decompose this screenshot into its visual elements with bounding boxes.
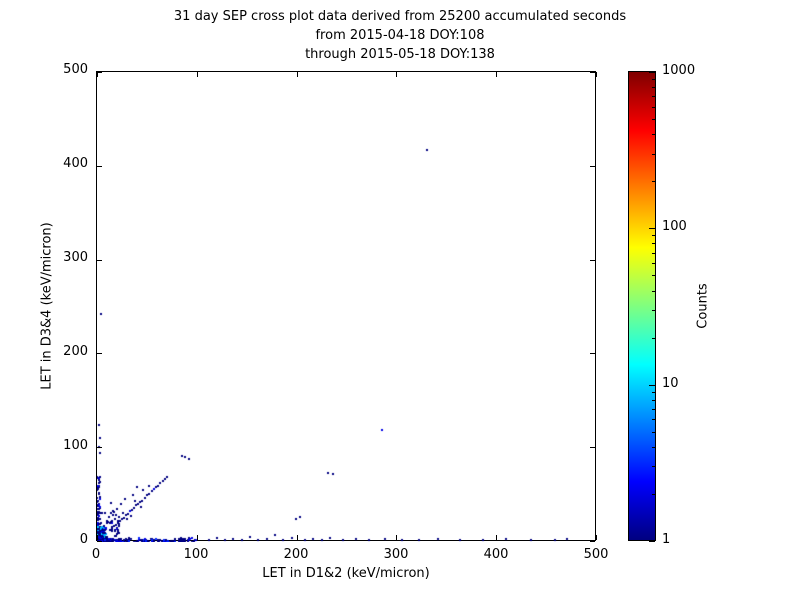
x-axis-label: LET in D1&2 (keV/micron) — [262, 566, 430, 581]
colorbar-minor-tick-mark — [652, 253, 655, 254]
colorbar-tick-mark — [649, 385, 655, 386]
x-tick-mark — [396, 72, 397, 77]
x-tick-mark — [97, 72, 98, 77]
plot-area — [96, 71, 597, 542]
colorbar-label: Counts — [695, 283, 711, 329]
x-tick-mark — [197, 535, 198, 540]
chart-title: 31 day SEP cross plot data derived from … — [0, 7, 800, 64]
y-tick-mark — [590, 353, 595, 354]
y-tick-mark — [97, 353, 102, 354]
colorbar-minor-tick-mark — [652, 494, 655, 495]
y-axis-label: LET in D3&4 (keV/micron) — [39, 222, 55, 390]
colorbar-minor-tick-mark — [652, 79, 655, 80]
colorbar-minor-tick-mark — [652, 447, 655, 448]
x-tick-label: 0 — [91, 547, 101, 562]
x-tick-mark — [496, 535, 497, 540]
y-tick-mark — [590, 447, 595, 448]
y-tick-label: 100 — [63, 438, 88, 453]
colorbar-minor-tick-mark — [652, 96, 655, 97]
colorbar-minor-tick-mark — [652, 235, 655, 236]
y-tick-label: 300 — [63, 250, 88, 265]
x-tick-mark — [297, 535, 298, 540]
colorbar-minor-tick-mark — [652, 134, 655, 135]
x-tick-mark — [496, 72, 497, 77]
x-tick-mark — [97, 535, 98, 540]
y-tick-mark — [97, 72, 102, 73]
colorbar-minor-tick-mark — [652, 392, 655, 393]
colorbar-tick-label: 10 — [662, 375, 679, 391]
x-tick-label: 300 — [383, 547, 409, 562]
y-tick-mark — [590, 166, 595, 167]
colorbar-tick-mark — [649, 72, 655, 73]
colorbar-minor-tick-mark — [652, 119, 655, 120]
colorbar-tick-label: 1 — [662, 532, 671, 547]
x-tick-mark — [197, 72, 198, 77]
chart-title-line3: through 2015-05-18 DOY:138 — [305, 47, 495, 62]
colorbar-minor-tick-mark — [652, 291, 655, 292]
chart-title-line2: from 2015-04-18 DOY:108 — [315, 28, 485, 43]
colorbar-minor-tick-mark — [652, 243, 655, 244]
y-tick-label: 400 — [63, 156, 88, 171]
colorbar-minor-tick-mark — [652, 263, 655, 264]
colorbar-minor-tick-mark — [652, 338, 655, 339]
x-tick-label: 200 — [283, 547, 309, 562]
y-tick-label: 200 — [63, 344, 88, 359]
colorbar-tick-label: 100 — [662, 219, 687, 235]
y-tick-mark — [97, 166, 102, 167]
colorbar-minor-tick-mark — [652, 409, 655, 410]
y-tick-mark — [97, 447, 102, 448]
colorbar-minor-tick-mark — [652, 275, 655, 276]
y-tick-mark — [590, 72, 595, 73]
colorbar-minor-tick-mark — [652, 432, 655, 433]
x-tick-mark — [396, 535, 397, 540]
y-tick-mark — [97, 541, 102, 542]
colorbar-minor-tick-mark — [652, 400, 655, 401]
scatter-canvas — [97, 72, 597, 542]
colorbar — [628, 71, 656, 542]
x-tick-label: 100 — [183, 547, 209, 562]
colorbar-tick-label: 1000 — [662, 63, 696, 78]
colorbar-minor-tick-mark — [652, 466, 655, 467]
colorbar-minor-tick-mark — [652, 87, 655, 88]
x-tick-mark — [596, 72, 597, 77]
colorbar-minor-tick-mark — [652, 181, 655, 182]
colorbar-minor-tick-mark — [652, 419, 655, 420]
x-tick-mark — [297, 72, 298, 77]
colorbar-minor-tick-mark — [652, 310, 655, 311]
colorbar-minor-tick-mark — [652, 107, 655, 108]
y-tick-mark — [590, 260, 595, 261]
y-tick-mark — [97, 260, 102, 261]
y-tick-mark — [590, 541, 595, 542]
colorbar-minor-tick-mark — [652, 154, 655, 155]
x-tick-mark — [596, 535, 597, 540]
x-tick-label: 500 — [583, 547, 609, 562]
colorbar-tick-mark — [649, 228, 655, 229]
x-tick-label: 400 — [483, 547, 509, 562]
y-tick-label: 500 — [63, 62, 88, 77]
chart-title-line1: 31 day SEP cross plot data derived from … — [173, 9, 627, 24]
colorbar-tick-mark — [649, 541, 655, 542]
y-tick-label: 0 — [79, 532, 88, 547]
